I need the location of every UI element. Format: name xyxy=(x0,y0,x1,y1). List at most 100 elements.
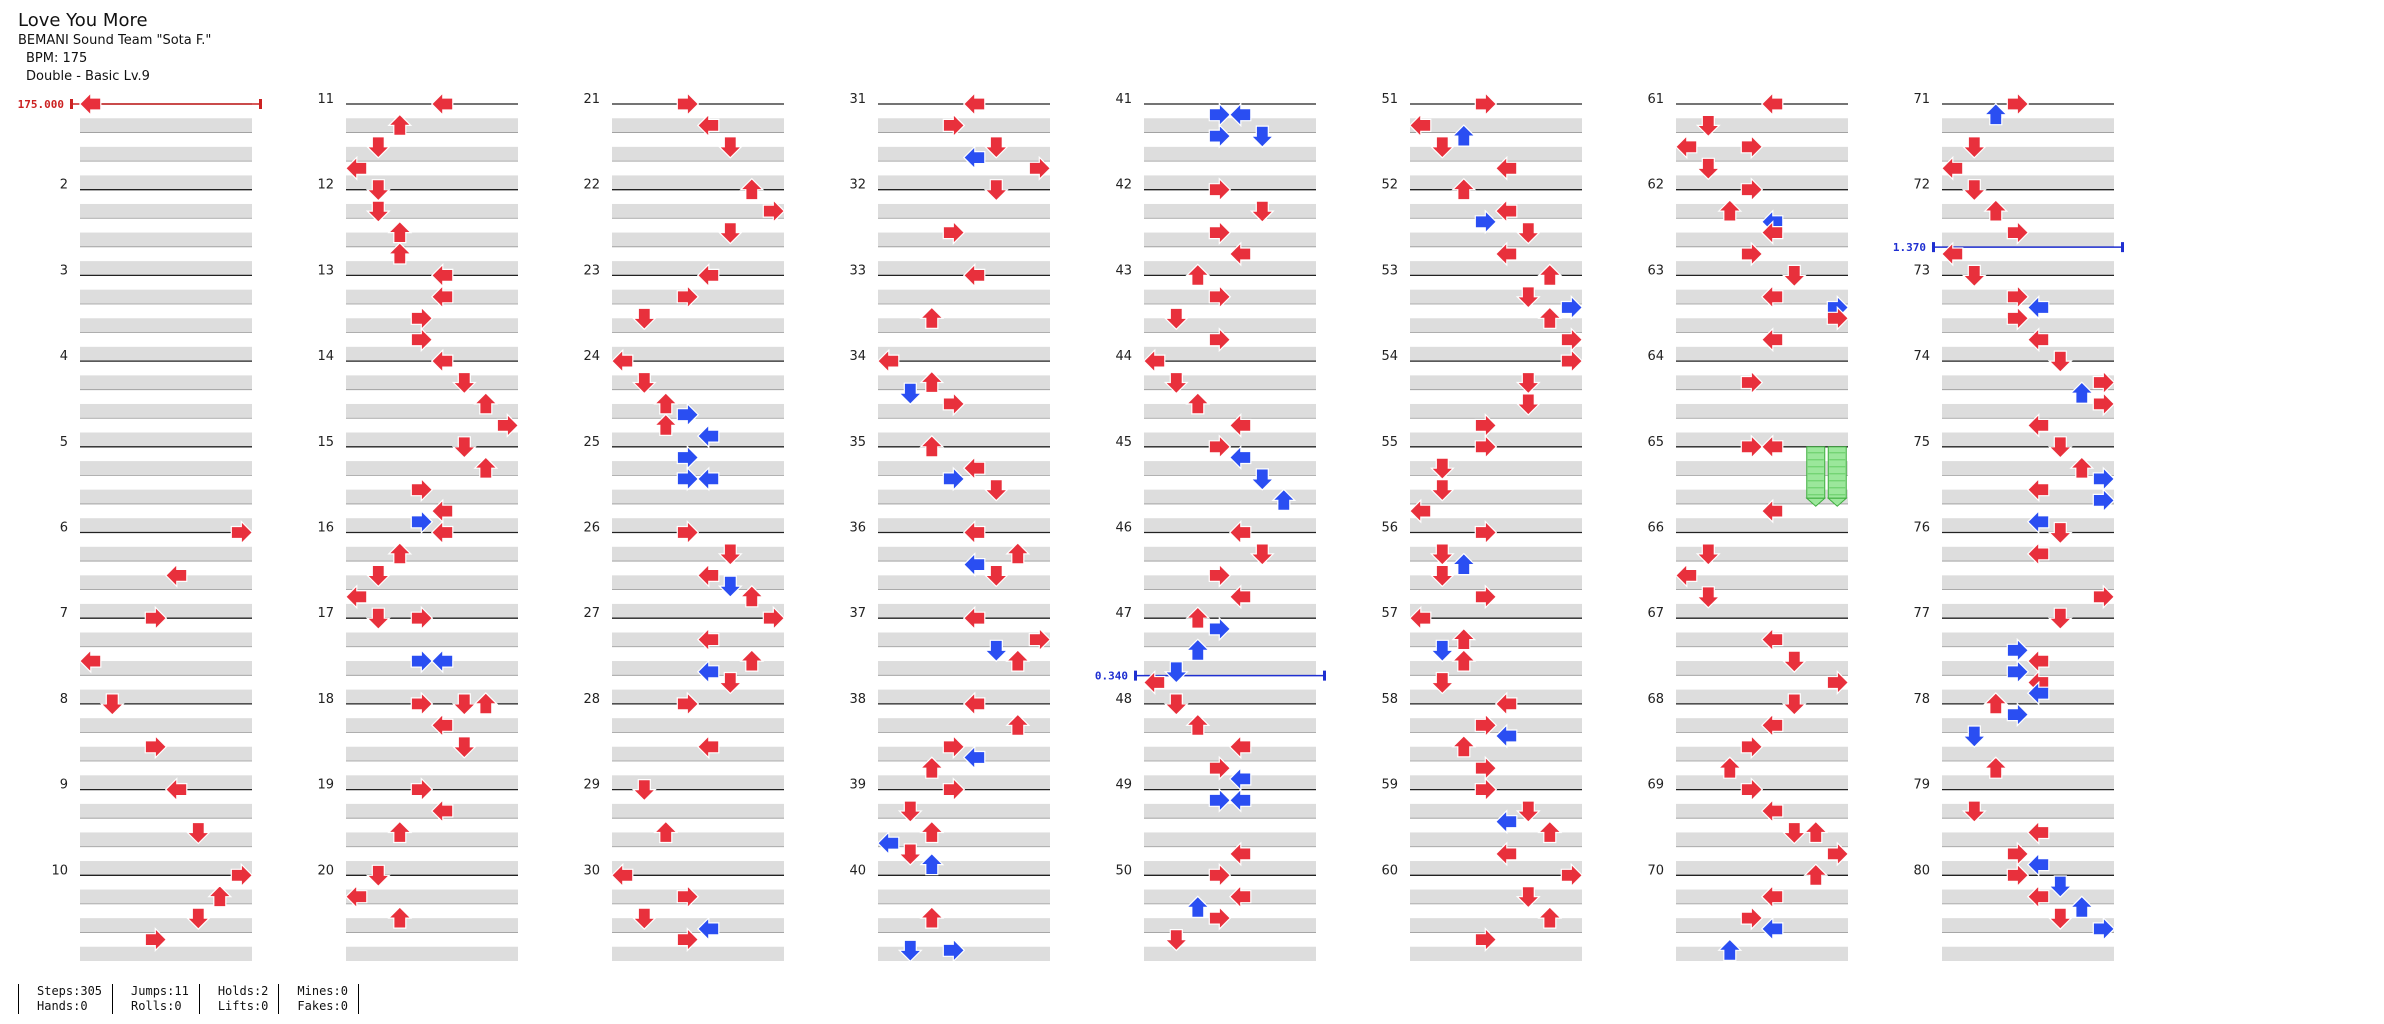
hold-body xyxy=(1827,446,1847,499)
measure-number: 59 xyxy=(1381,778,1398,793)
beat-stripe xyxy=(1676,746,1848,762)
measure-number: 51 xyxy=(1381,92,1398,107)
beat-stripe xyxy=(1144,775,1316,790)
beat-stripe xyxy=(1676,146,1848,162)
beat-stripe xyxy=(1410,146,1582,162)
beat-stripe xyxy=(346,575,518,590)
measure-column: 2 3 4 5 6 7 8 9 10 xyxy=(51,103,252,961)
timing-marker: 1.370 xyxy=(1893,241,2124,254)
beat-stripe xyxy=(612,546,784,562)
song-bpm: BPM: 175 xyxy=(26,51,88,66)
measure-number: 2 xyxy=(60,178,68,193)
stat-mines: Mines:0 xyxy=(297,984,348,998)
arrow-note xyxy=(2006,92,2029,116)
beat-stripe xyxy=(1942,489,2114,504)
measure-column: 71 72 73 74 75 76 77 78 79 80 xyxy=(1913,92,2114,961)
measure-number: 45 xyxy=(1115,435,1132,450)
beat-stripe xyxy=(1676,946,1848,961)
measure-number: 56 xyxy=(1381,521,1398,536)
beat-stripe xyxy=(1676,346,1848,362)
arrow-note xyxy=(431,285,454,309)
measure-number: 49 xyxy=(1115,778,1132,793)
beat-stripe xyxy=(878,203,1050,219)
hold-tail xyxy=(1805,497,1827,507)
measure-number: 12 xyxy=(317,178,334,193)
measure-number: 43 xyxy=(1115,263,1132,278)
beat-stripe xyxy=(1410,689,1582,704)
beat-stripe xyxy=(346,489,518,504)
measure-number: 7 xyxy=(60,606,68,621)
measure-number: 41 xyxy=(1115,92,1132,107)
beat-stripe xyxy=(1676,832,1848,847)
measure-number: 53 xyxy=(1381,263,1398,278)
arrow-note xyxy=(1761,92,1784,116)
beat-stripe xyxy=(612,175,784,190)
hold-tail xyxy=(1826,497,1848,507)
stat-group-mines: Mines:0 Fakes:0 xyxy=(278,984,359,1014)
measure-number: 57 xyxy=(1381,606,1398,621)
measure-number: 18 xyxy=(317,692,334,707)
stat-hands: Hands:0 xyxy=(37,999,88,1013)
measure-number: 9 xyxy=(60,778,68,793)
beat-stripe xyxy=(612,432,784,447)
beat-stripe xyxy=(346,661,518,676)
arrow-note xyxy=(1229,885,1252,909)
beat-stripe xyxy=(80,489,252,504)
measure-number: 8 xyxy=(60,692,68,707)
beat-stripe xyxy=(1144,203,1316,219)
beat-stripe xyxy=(1410,946,1582,961)
arrow-note xyxy=(942,113,965,137)
beat-stripe xyxy=(1676,603,1848,619)
arrow-note xyxy=(697,627,720,652)
beat-stripe xyxy=(1942,775,2114,790)
measure-column: 21 22 23 24 25 26 27 28 29 30 xyxy=(583,92,784,961)
beat-stripe xyxy=(1942,718,2114,733)
measure-number: 15 xyxy=(317,435,334,450)
beat-stripe xyxy=(1144,718,1316,733)
beat-stripe xyxy=(346,746,518,762)
arrow-note xyxy=(2006,285,2029,309)
beat-stripe xyxy=(1942,146,2114,162)
beat-stripe xyxy=(1942,318,2114,333)
beat-stripe xyxy=(878,489,1050,504)
beat-stripe xyxy=(346,146,518,162)
beat-stripe xyxy=(612,261,784,276)
beat-stripe xyxy=(612,461,784,476)
beat-stripe xyxy=(1144,861,1316,876)
beat-stripe xyxy=(346,318,518,333)
beat-stripe xyxy=(1410,518,1582,533)
beat-stripe xyxy=(1144,632,1316,647)
beat-stripe xyxy=(1144,232,1316,247)
measure-number: 17 xyxy=(317,606,334,621)
beat-stripe xyxy=(346,546,518,562)
arrow-note xyxy=(431,713,454,737)
beat-stripe xyxy=(346,832,518,847)
beat-stripe xyxy=(1144,575,1316,590)
beat-stripe xyxy=(80,946,252,961)
beat-stripe xyxy=(1676,775,1848,790)
beat-stripe xyxy=(1410,432,1582,447)
beat-stripe xyxy=(1144,918,1316,933)
beat-stripe xyxy=(1942,432,2114,447)
beat-stripe xyxy=(612,718,784,733)
beat-stripe xyxy=(612,403,784,419)
beat-stripe xyxy=(1144,832,1316,847)
beat-stripe xyxy=(80,546,252,562)
beat-stripe xyxy=(80,632,252,647)
arrow-note xyxy=(431,799,454,823)
beat-stripe xyxy=(346,889,518,904)
beat-stripe xyxy=(346,346,518,362)
measure-number: 62 xyxy=(1647,178,1664,193)
beat-stripe xyxy=(1144,461,1316,476)
beat-stripe xyxy=(346,232,518,247)
beat-stripe xyxy=(1942,518,2114,533)
marker-cap xyxy=(259,99,262,109)
marker-value: 175.000 xyxy=(18,98,64,111)
beat-stripe xyxy=(878,689,1050,704)
measure-number: 46 xyxy=(1115,521,1132,536)
beat-stripe xyxy=(80,775,252,790)
measure-number: 29 xyxy=(583,778,600,793)
measure-number: 67 xyxy=(1647,606,1664,621)
measure-number: 60 xyxy=(1381,863,1398,878)
stat-holds: Holds:2 xyxy=(217,984,269,998)
